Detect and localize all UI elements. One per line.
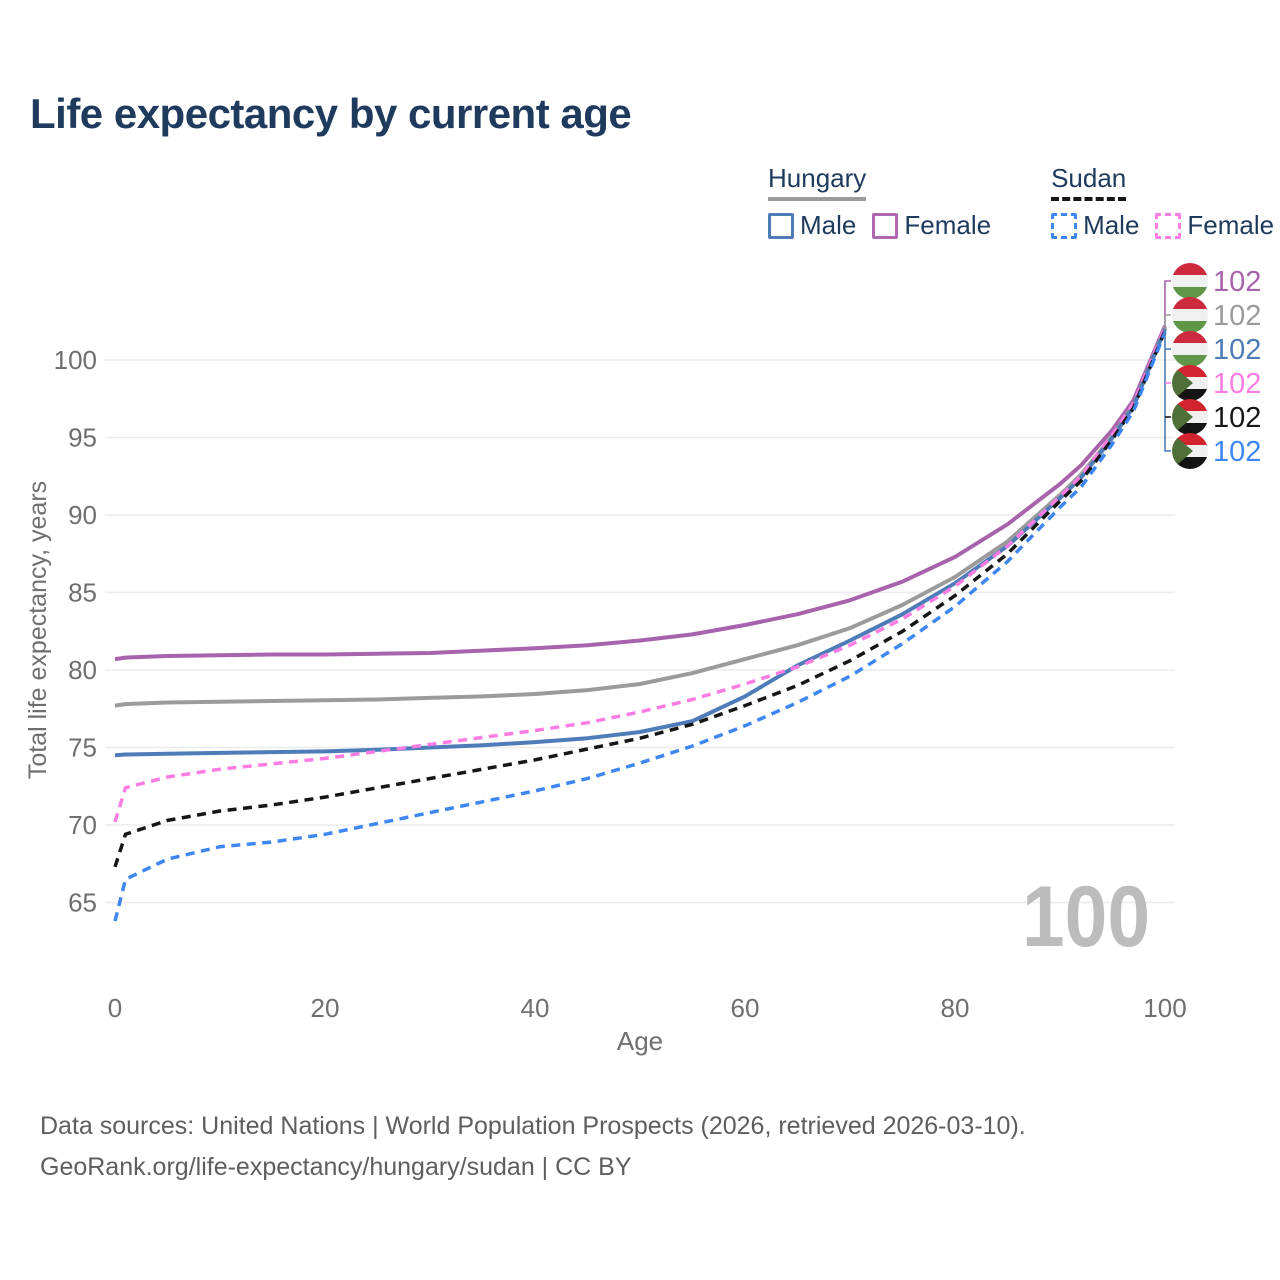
series-end-label: 102 — [1213, 334, 1261, 366]
end-label-leader-line — [1164, 314, 1171, 328]
x-tick-label: 40 — [521, 993, 550, 1023]
y-tick-label: 90 — [68, 500, 97, 530]
legend-label: Female — [1187, 210, 1275, 240]
series-end-label: 102 — [1213, 368, 1261, 400]
y-tick-label: 85 — [68, 578, 97, 608]
series-line-hungary-female — [114, 325, 1167, 662]
end-label-leader-line — [1164, 280, 1171, 326]
legend-label: Male — [800, 210, 857, 240]
legend-group-sudan: Sudan Male Female — [1051, 163, 1274, 241]
flag-icon-hungary — [1172, 263, 1208, 299]
end-label-leader-line — [1164, 329, 1171, 452]
page-title: Life expectancy by current age — [30, 90, 632, 137]
x-tick-label: 20 — [311, 993, 340, 1023]
y-axis-title: Total life expectancy, years — [24, 481, 52, 779]
legend-item-hungary-female[interactable]: Female — [872, 210, 991, 241]
footer-data-sources: Data sources: United Nations | World Pop… — [40, 1112, 1026, 1140]
footer-attribution: GeoRank.org/life-expectancy/hungary/suda… — [40, 1153, 632, 1181]
flag-icon-sudan — [1172, 365, 1208, 401]
flag-icon-sudan — [1172, 399, 1208, 435]
y-tick-label: 95 — [68, 423, 97, 453]
y-tick-label: 80 — [68, 655, 97, 685]
flag-icon-hungary — [1172, 297, 1208, 333]
x-axis-title: Age — [617, 1026, 663, 1056]
sudan-male-swatch-icon — [1051, 212, 1078, 239]
age-counter-watermark: 100 — [1022, 869, 1150, 965]
series-line-sudan-male — [113, 331, 1167, 922]
series-line-sudan-female — [113, 326, 1167, 823]
series-end-label: 102 — [1213, 436, 1261, 468]
chart-legend: Hungary Male Female Sudan Male Female — [768, 163, 1274, 241]
series-line-hungary-both-sexes — [114, 326, 1167, 708]
legend-group-hungary: Hungary Male Female — [768, 163, 991, 241]
x-tick-label: 100 — [1143, 993, 1186, 1023]
y-tick-label: 75 — [68, 733, 97, 763]
series-end-label: 102 — [1213, 266, 1261, 298]
x-tick-label: 60 — [731, 993, 760, 1023]
legend-label: Male — [1083, 210, 1140, 240]
sudan-female-swatch-icon — [1155, 212, 1182, 239]
legend-group-title-sudan: Sudan — [1051, 163, 1127, 201]
flag-icon-hungary — [1172, 331, 1208, 367]
hungary-female-swatch-icon — [872, 212, 899, 239]
legend-label: Female — [904, 210, 992, 240]
legend-items-sudan: Male Female — [1051, 210, 1274, 241]
legend-item-hungary-male[interactable]: Male — [768, 210, 856, 241]
footer: Data sources: United Nations | World Pop… — [40, 1106, 1026, 1188]
series-line-sudan-both-sexes — [113, 329, 1167, 868]
x-tick-label: 0 — [108, 993, 122, 1023]
legend-item-sudan-male[interactable]: Male — [1051, 210, 1139, 241]
y-tick-label: 70 — [68, 810, 97, 840]
hungary-male-swatch-icon — [768, 212, 794, 239]
series-end-label: 102 — [1213, 300, 1261, 332]
flag-icon-sudan — [1172, 433, 1208, 469]
x-tick-label: 80 — [941, 993, 970, 1023]
legend-group-title-hungary: Hungary — [768, 163, 867, 201]
legend-items-hungary: Male Female — [768, 210, 991, 241]
y-tick-label: 100 — [54, 345, 97, 375]
series-end-label: 102 — [1213, 402, 1261, 434]
legend-item-sudan-female[interactable]: Female — [1155, 210, 1274, 241]
y-tick-label: 65 — [68, 888, 97, 918]
